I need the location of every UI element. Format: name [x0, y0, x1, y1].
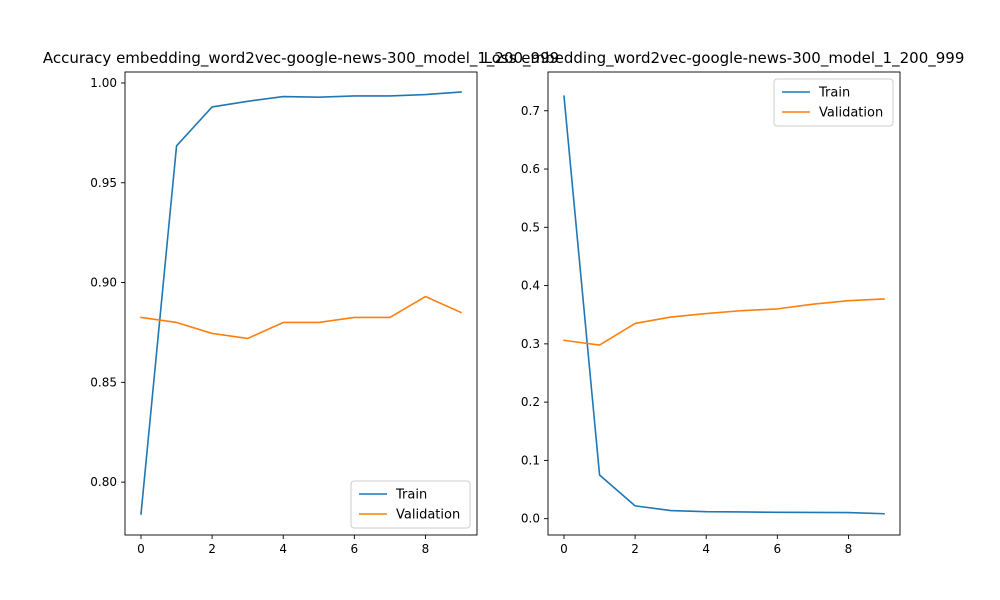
legend-label-train: Train [395, 488, 427, 503]
series-line-validation [563, 298, 885, 346]
chart-title: Loss embedding_word2vec-google-news-300_… [484, 49, 965, 68]
x-tick-label: 6 [774, 542, 782, 556]
legend: Train Validation [773, 78, 894, 127]
x-tick-label: 6 [351, 542, 359, 556]
accuracy-chart: Accuracy embedding_word2vec-google-news-… [43, 49, 559, 556]
y-tick-label: 0.80 [90, 475, 117, 489]
y-tick-label: 0.0 [521, 512, 540, 526]
y-tick-label: 0.5 [521, 220, 540, 234]
y-tick-label: 0.6 [521, 162, 540, 176]
x-tick-label: 2 [631, 542, 639, 556]
x-tick-label: 8 [422, 542, 430, 556]
x-tick-label: 0 [137, 542, 145, 556]
legend-box [773, 78, 894, 127]
plot-frame [124, 71, 478, 536]
series-line-train [140, 91, 462, 515]
y-tick-label: 1.00 [90, 76, 117, 90]
legend-label-validation: Validation [396, 508, 460, 523]
y-tick-label: 0.95 [90, 176, 117, 190]
x-tick-label: 0 [560, 542, 568, 556]
x-tick-label: 4 [702, 542, 710, 556]
x-tick-label: 2 [208, 542, 216, 556]
y-tick-label: 0.4 [521, 279, 540, 293]
y-tick-label: 0.2 [521, 395, 540, 409]
y-tick-label: 0.7 [521, 104, 540, 118]
plot-frame [547, 71, 901, 536]
x-tick-label: 4 [279, 542, 287, 556]
y-tick-label: 0.1 [521, 453, 540, 467]
legend-box [350, 480, 471, 529]
chart-title: Accuracy embedding_word2vec-google-news-… [43, 49, 559, 68]
legend-label-validation: Validation [819, 106, 883, 121]
loss-chart: Loss embedding_word2vec-google-news-300_… [484, 49, 965, 556]
y-tick-label: 0.3 [521, 337, 540, 351]
legend-label-train: Train [818, 86, 850, 101]
y-tick-label: 0.85 [90, 375, 117, 389]
legend: Train Validation [350, 480, 471, 529]
series-line-validation [140, 295, 463, 340]
y-tick-label: 0.90 [90, 276, 117, 290]
x-tick-label: 8 [845, 542, 853, 556]
series-line-train [563, 95, 885, 515]
